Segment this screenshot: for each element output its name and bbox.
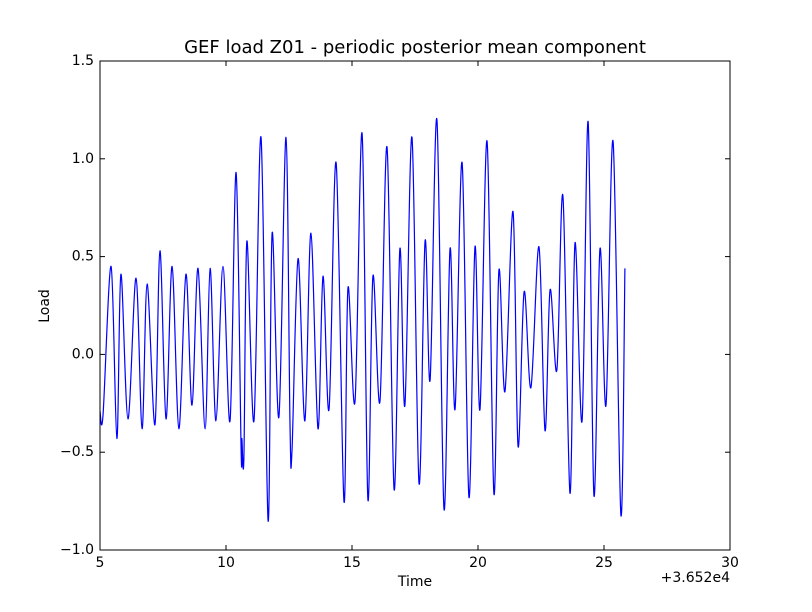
plot-frame xyxy=(99,60,731,551)
x-tick-label: 30 xyxy=(721,555,739,571)
y-axis-label: Load xyxy=(37,289,53,323)
y-tick-label: −0.5 xyxy=(60,444,94,460)
data-line xyxy=(99,118,626,522)
x-tick-label: 15 xyxy=(343,555,361,571)
y-tick-label: 0.5 xyxy=(72,249,94,265)
chart-title: GEF load Z01 - periodic posterior mean c… xyxy=(184,37,646,58)
y-tick-label: 0.0 xyxy=(72,346,94,362)
x-tick-label: 5 xyxy=(96,555,105,571)
x-tick-label: 10 xyxy=(217,555,235,571)
y-tick-label: 1.0 xyxy=(72,151,94,167)
x-offset-label: +3.652e4 xyxy=(661,570,730,586)
y-tick-label: 1.5 xyxy=(72,53,94,69)
x-tick-label: 25 xyxy=(595,555,613,571)
x-tick-label: 20 xyxy=(469,555,487,571)
x-axis-label: Time xyxy=(397,574,432,590)
y-tick-label: −1.0 xyxy=(60,542,94,558)
